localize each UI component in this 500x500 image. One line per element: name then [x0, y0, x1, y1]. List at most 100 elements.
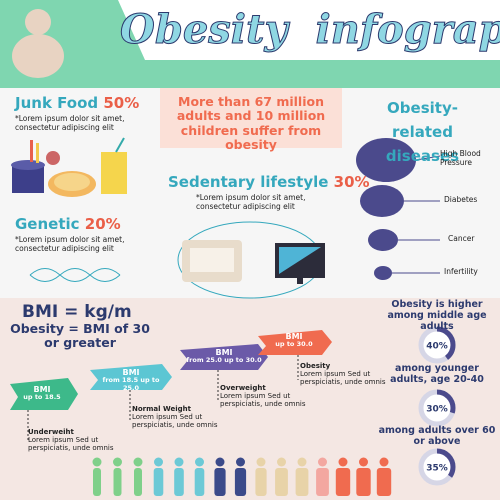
- disease-label: High Blood Pressure: [440, 149, 481, 167]
- person-head: [174, 457, 184, 467]
- bmi-band: [0, 298, 500, 500]
- person-head: [256, 457, 266, 467]
- stage-name: Underweiht: [28, 428, 74, 436]
- diseases-title: Obesity-related diseases: [385, 99, 460, 165]
- disease-label: Cancer: [448, 234, 475, 243]
- note: *Lorem ipsum dolor sit amet, consectetur…: [15, 235, 125, 253]
- person-body: [113, 468, 122, 496]
- headline-box: [160, 88, 342, 148]
- couch: [182, 240, 242, 282]
- note: *Lorem ipsum dolor sit amet, consectetur…: [15, 114, 125, 132]
- dna-icon: [29, 268, 121, 282]
- stage: Overweight Lorem ipsum Sed ut perspiciati…: [220, 384, 310, 408]
- stage-text: Lorem ipsum Sed ut perspiciatis, unde om…: [132, 413, 218, 430]
- stage-text: Lorem ipsum Sed ut perspiciatis, unde om…: [28, 436, 114, 453]
- arrow-range: up to 18.5: [23, 393, 61, 402]
- person-head: [236, 457, 245, 467]
- person-head: [297, 457, 307, 467]
- arrow-label: BMI from 18.5 up to 25.0: [96, 368, 166, 392]
- person-head: [359, 457, 368, 467]
- person-body: [214, 468, 226, 496]
- stage: Normal Weight Lorem ipsum Sed ut perspici…: [132, 405, 222, 429]
- percent: 30%: [333, 173, 370, 191]
- arrow-label: BMI up to 18.5: [14, 385, 70, 402]
- arrow-label: BMI from 25.0 up to 30.0: [186, 348, 262, 365]
- donut-label: 30%: [426, 405, 448, 415]
- percent: 50%: [103, 94, 140, 112]
- disease-leaders: [392, 155, 441, 274]
- heading-text: Genetic: [15, 215, 80, 233]
- person-head: [277, 457, 286, 467]
- bmi-formula: BMI = kg/m: [22, 302, 132, 322]
- donut-arc: [418, 326, 456, 364]
- arrow-range: up to 30.0: [275, 340, 313, 349]
- title: Obesity infographics: [120, 6, 500, 54]
- genetic-heading: Genetic 20%: [15, 215, 121, 233]
- person-body: [275, 468, 288, 496]
- stage-name: Normal Weight: [132, 405, 191, 413]
- person-head: [154, 457, 163, 467]
- person-body: [376, 468, 392, 496]
- person-body: [295, 468, 309, 496]
- stage: Obesity Lorem ipsum Sed ut perspiciatis, …: [300, 362, 390, 386]
- person-body: [93, 468, 101, 496]
- age-text: among adults over 60 or above: [378, 425, 496, 447]
- age-donuts: 40% 30% 35%: [418, 326, 456, 486]
- donut-arc: [418, 389, 456, 427]
- person-head: [113, 457, 122, 467]
- person-head: [195, 457, 204, 467]
- arrow-title: BMI: [122, 368, 140, 377]
- stage-text: Lorem ipsum Sed ut perspiciatis, unde om…: [300, 370, 386, 387]
- arrow-title: BMI: [285, 332, 303, 341]
- age-text: among younger adults, age 20-40: [390, 363, 484, 385]
- disease-circles: [356, 138, 416, 280]
- donut-label: 40%: [426, 342, 448, 352]
- person-body: [234, 468, 247, 496]
- person-head: [318, 457, 327, 467]
- person-body: [134, 468, 142, 496]
- donut-label: 35%: [426, 464, 448, 474]
- stage: Underweiht Lorem ipsum Sed ut perspiciati…: [28, 428, 118, 452]
- arrow-range: from 25.0 up to 30.0: [186, 356, 262, 365]
- bmi-arrows: [10, 330, 332, 410]
- stage-text: Lorem ipsum Sed ut perspiciatis, unde om…: [220, 392, 306, 409]
- heading-text: Junk Food: [15, 94, 99, 112]
- stage-name: Overweight: [220, 384, 266, 392]
- person-body: [335, 468, 351, 496]
- silhouette: [12, 9, 64, 78]
- note: *Lorem ipsum dolor sit amet, consectetur…: [196, 193, 306, 211]
- junk-food-heading: Junk Food 50%: [15, 94, 140, 112]
- person-body: [174, 468, 184, 496]
- tv: [275, 243, 325, 284]
- person-body: [194, 468, 205, 496]
- person-head: [215, 457, 225, 467]
- donut-arc: [418, 448, 456, 486]
- people-row: [92, 457, 392, 496]
- age-text: Obesity is higher among middle age adult…: [387, 299, 487, 332]
- bmi-definition: Obesity = BMI of 30 or greater: [10, 321, 150, 351]
- disease-label: Diabetes: [444, 195, 478, 204]
- percent: 20%: [84, 215, 121, 233]
- stage-name: Obesity: [300, 362, 331, 370]
- arrow-title: BMI: [215, 348, 233, 357]
- stage-leaders: [27, 355, 299, 440]
- arrow-title: BMI: [33, 385, 51, 394]
- disease-label: Infertility: [444, 267, 478, 276]
- heading-text: Sedentary lifestyle: [168, 173, 329, 191]
- person-head: [338, 457, 348, 467]
- person-head: [92, 457, 102, 467]
- person-body: [153, 468, 164, 496]
- headline: More than 67 million adults and 10 milli…: [176, 94, 326, 153]
- person-head: [379, 457, 389, 467]
- person-body: [356, 468, 371, 496]
- sedentary-heading: Sedentary lifestyle 30%: [168, 173, 370, 191]
- food-icons: [11, 137, 127, 197]
- arrow-label: BMI up to 30.0: [264, 332, 324, 349]
- person-body: [316, 468, 329, 496]
- title-box: [118, 0, 500, 60]
- person-body: [255, 468, 267, 496]
- arrow-range: from 18.5 up to 25.0: [102, 376, 160, 392]
- person-head: [133, 457, 143, 467]
